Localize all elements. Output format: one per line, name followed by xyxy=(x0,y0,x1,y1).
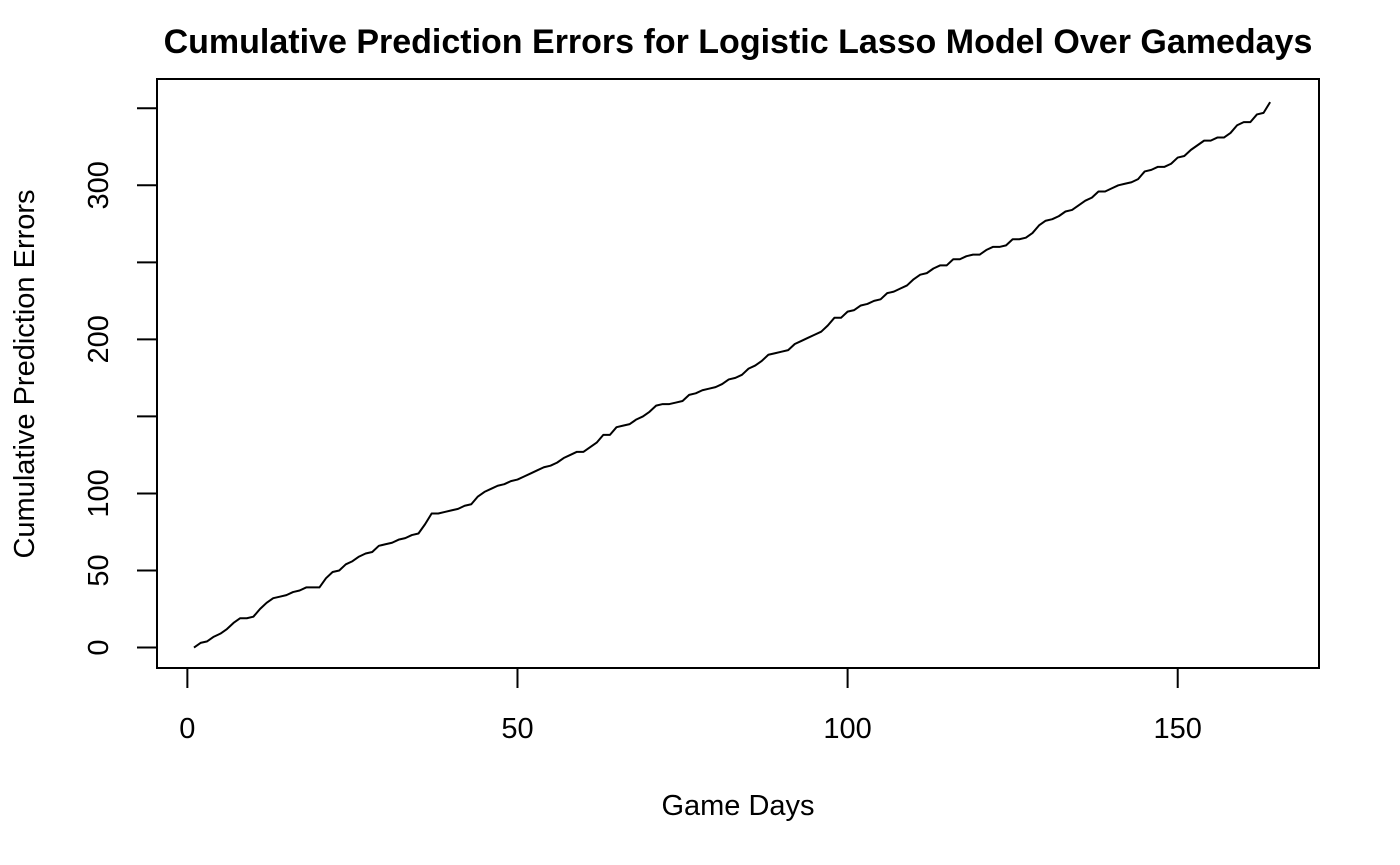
x-tick-label: 0 xyxy=(179,713,195,745)
x-tick-label: 100 xyxy=(823,713,871,745)
plot-frame xyxy=(156,78,1320,669)
y-tick-label: 200 xyxy=(83,315,115,363)
y-axis-title: Cumulative Prediction Errors xyxy=(9,189,41,558)
y-axis: 0 50 100 200 300 xyxy=(83,107,158,656)
x-axis-title: Game Days xyxy=(661,790,814,822)
y-tick-label: 50 xyxy=(83,554,115,586)
y-tick-label: 0 xyxy=(83,639,115,655)
x-tick-label: 50 xyxy=(501,713,533,745)
x-axis: 0 50 100 150 xyxy=(179,667,1202,745)
series-line xyxy=(193,101,1271,649)
series-group xyxy=(193,101,1271,649)
y-tick-label: 100 xyxy=(83,469,115,517)
x-tick-label: 150 xyxy=(1154,713,1202,745)
y-tick-label: 300 xyxy=(83,161,115,209)
chart-title: Cumulative Prediction Errors for Logisti… xyxy=(164,23,1313,61)
